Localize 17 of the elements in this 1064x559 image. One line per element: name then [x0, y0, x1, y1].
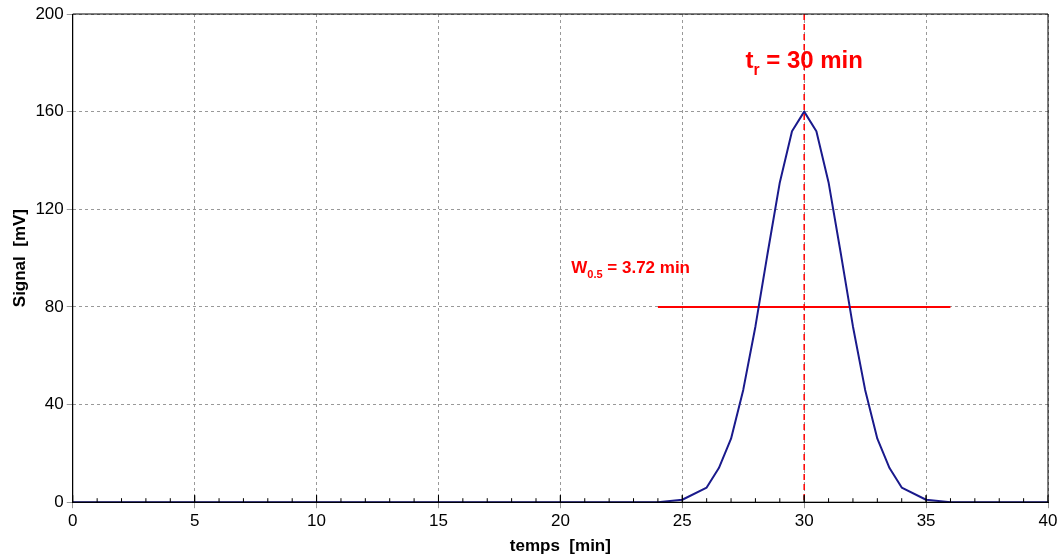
- x-tick-label: 25: [672, 511, 692, 531]
- x-tick-label: 10: [307, 511, 327, 531]
- x-tick-label: 35: [916, 511, 936, 531]
- x-tick-label: 30: [794, 511, 814, 531]
- x-tick-label: 20: [550, 511, 570, 531]
- y-tick-label: 80: [44, 296, 64, 316]
- x-tick-label: 40: [1038, 511, 1058, 531]
- y-tick-label: 200: [35, 3, 64, 23]
- x-tick-label: 15: [429, 511, 448, 531]
- y-tick-label: 160: [35, 101, 64, 121]
- x-axis-title: temps [min]: [509, 536, 611, 556]
- y-tick-label: 120: [35, 198, 64, 218]
- x-tick-label: 0: [68, 511, 78, 531]
- y-tick-label: 40: [44, 394, 64, 414]
- x-tick-label: 5: [189, 511, 200, 531]
- y-axis-title: Signal [mV]: [9, 208, 29, 308]
- y-tick-label: 0: [54, 491, 64, 511]
